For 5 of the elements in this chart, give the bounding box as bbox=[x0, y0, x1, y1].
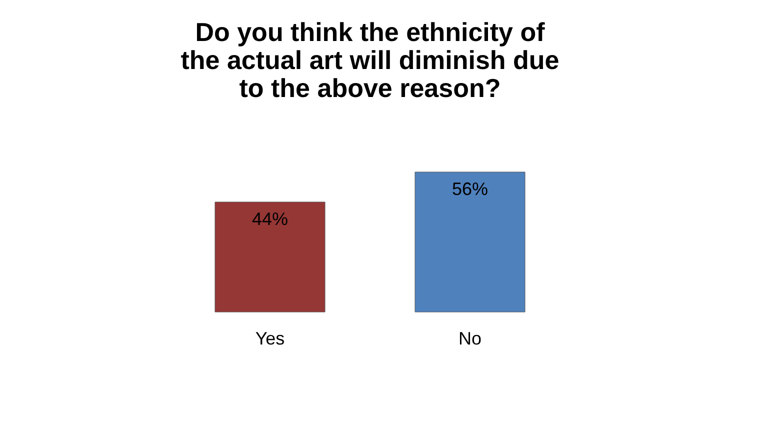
data-label: 56% bbox=[452, 179, 488, 199]
x-tick-label: Yes bbox=[255, 328, 285, 348]
chart-title: Do you think the ethnicity of the actual art will diminish due to the above reason? bbox=[180, 17, 560, 103]
data-label: 44% bbox=[252, 209, 288, 229]
x-tick-label: No bbox=[458, 328, 482, 348]
